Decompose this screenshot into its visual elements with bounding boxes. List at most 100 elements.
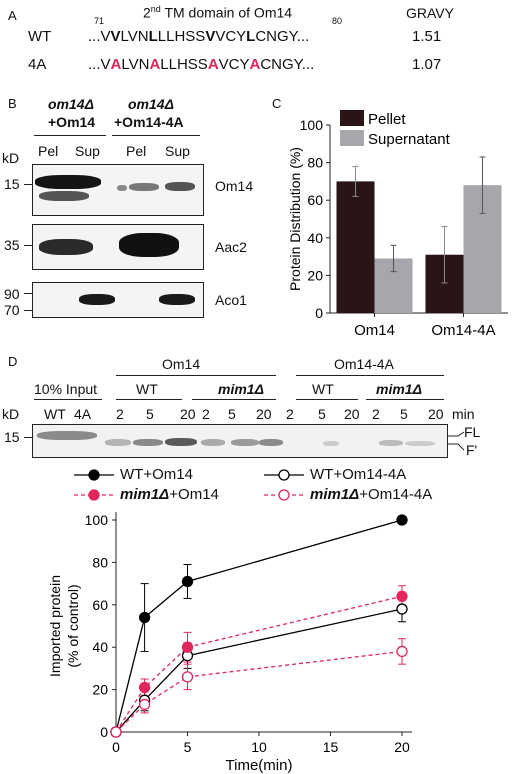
panel-b-label: B — [8, 96, 17, 111]
bracket-line — [448, 443, 465, 451]
data-point — [396, 514, 408, 526]
panel-a-header: 2nd TM domain of Om14 — [143, 4, 292, 21]
legend-item: WT+Om14 — [72, 466, 193, 484]
y-tick-label: 0 — [315, 305, 323, 321]
band — [119, 233, 179, 257]
legend-item: WT+Om14-4A — [262, 466, 406, 484]
y-tick-label: 20 — [92, 682, 108, 698]
band — [105, 439, 131, 446]
data-point — [110, 726, 122, 738]
marker-tick — [24, 310, 32, 311]
legend-label: Pellet — [368, 111, 406, 128]
data-point — [396, 603, 408, 615]
sub-wt-2: WT — [312, 381, 334, 397]
sub-underline — [296, 399, 358, 400]
legend-dot — [88, 489, 100, 501]
fl-label: FL — [464, 424, 481, 440]
sub-mim-1: mim1Δ — [218, 381, 264, 397]
marker-35: 35 — [4, 237, 20, 253]
group1-strain: om14Δ — [48, 96, 94, 112]
band — [165, 182, 195, 191]
seq-residue: V — [205, 28, 216, 45]
y-tick-label: 20 — [307, 267, 323, 283]
data-point — [396, 645, 408, 658]
header-superscript: nd — [150, 4, 161, 14]
lane-label: Sup — [75, 143, 100, 159]
seq-segment: VCY — [215, 28, 247, 45]
legend-marker — [264, 469, 304, 481]
panel-c-chart: 0 20 40 60 80 100 Om14 Om14-4A Pellet Supernatant… — [287, 110, 508, 339]
wt-gravy: 1.51 — [412, 28, 442, 45]
seq-mutation: A — [207, 56, 219, 73]
legend-label: +Om14 — [169, 486, 219, 503]
marker-70: 70 — [4, 302, 20, 318]
mut-gravy: 1.07 — [412, 56, 442, 73]
wt-seq-label: WT — [28, 28, 52, 45]
bracket-line — [448, 431, 465, 437]
y-tick-label: 100 — [300, 117, 324, 133]
panel-d-label: D — [8, 354, 18, 369]
time-lane-label: 5 — [318, 406, 326, 422]
fl-bracket — [448, 431, 465, 451]
header-number: 2 — [143, 4, 151, 21]
band — [39, 191, 89, 201]
sub-underline — [192, 399, 276, 400]
input-underline — [34, 399, 102, 400]
band — [117, 185, 127, 191]
time-lane-label: 5 — [400, 406, 408, 422]
y-axis-label-2: (% of control) — [65, 584, 81, 667]
series-line — [115, 595, 403, 733]
data-point — [138, 681, 151, 694]
seq-residue: L — [148, 28, 158, 45]
blot-name-aco1: Aco1 — [215, 292, 247, 308]
seq-residue: L — [246, 28, 256, 45]
data-point — [138, 698, 151, 711]
band — [201, 439, 225, 446]
y-tick-label: 80 — [307, 155, 323, 171]
legend-marker — [74, 469, 114, 481]
seq-segment: LVN — [120, 28, 149, 45]
legend-strain: mim1Δ — [120, 486, 170, 503]
panel-c-label: C — [272, 96, 282, 111]
blot-om14 — [32, 164, 204, 216]
time-lane-label: 20 — [180, 406, 196, 422]
sub-mim-2: mim1Δ — [376, 381, 422, 397]
marker-tick — [24, 437, 32, 438]
y-tick-label: 100 — [85, 512, 109, 528]
band — [323, 441, 339, 446]
time-lane-label: 5 — [146, 406, 154, 422]
data-point — [181, 641, 194, 653]
x-tick-label: 15 — [323, 739, 339, 755]
seq-segment: ...V — [88, 28, 111, 45]
blot-name-om14: Om14 — [215, 178, 254, 194]
y-tick-label: 0 — [100, 724, 108, 740]
sub-underline — [116, 399, 182, 400]
blot-name-aac2: Aac2 — [215, 239, 247, 255]
y-tick-label: 60 — [92, 597, 108, 613]
marker-tick — [24, 293, 32, 294]
data-point — [181, 575, 194, 588]
mut-seq-label: 4A — [28, 56, 47, 73]
series-line — [115, 519, 403, 733]
band — [379, 440, 403, 446]
band — [37, 431, 97, 440]
band — [39, 239, 93, 255]
time-lane-label: 2 — [116, 406, 124, 422]
kd-label: kD — [2, 150, 20, 166]
seq-segment: LVN — [121, 56, 150, 73]
legend-label: +Om14-4A — [359, 486, 433, 503]
bar — [336, 181, 375, 313]
legend-label: WT+Om14 — [120, 466, 193, 483]
x-tick-label: 10 — [251, 739, 267, 755]
lane-label: Pel — [126, 143, 147, 159]
group-om14-4a: Om14-4A — [334, 356, 394, 372]
time-lane-label: 2 — [372, 406, 380, 422]
input-lane-wt: WT — [44, 406, 66, 422]
legend-label: Supernatant — [368, 131, 451, 148]
x-tick-label: Om14 — [354, 322, 395, 339]
seq-residue: V — [110, 28, 121, 45]
marker-15: 15 — [4, 176, 20, 192]
legend-item: mim1Δ+Om14 — [72, 486, 219, 504]
legend-swatch — [340, 130, 364, 146]
data-point — [181, 671, 194, 683]
